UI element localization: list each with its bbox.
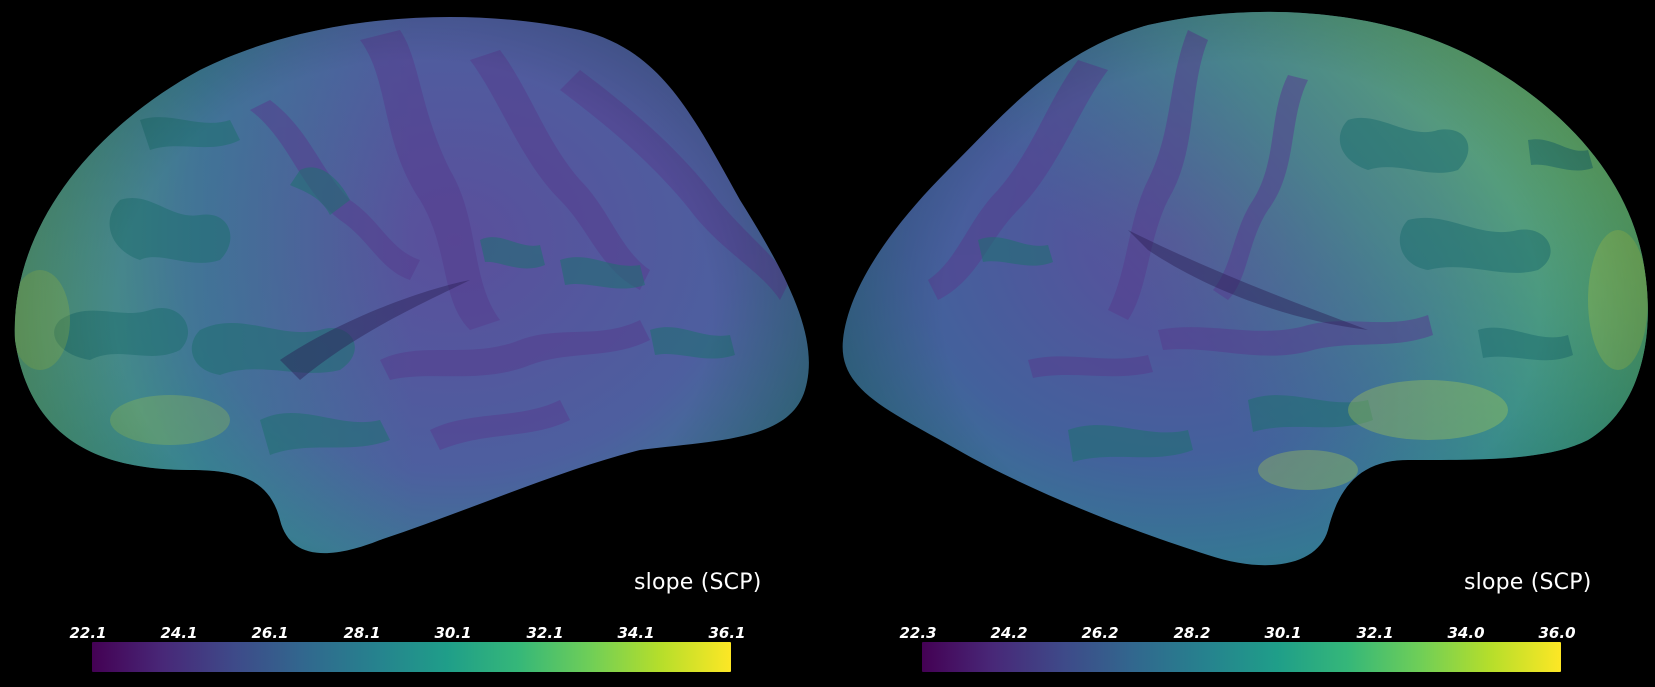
colorbar-tick: 32.1 <box>1356 624 1394 642</box>
metric-label: slope (SCP) <box>1464 570 1592 595</box>
colorbar-tick: 26.2 <box>1081 624 1119 642</box>
colorbar-ticks: 22.3 24.2 26.2 28.2 30.1 32.1 34.0 36.0 <box>899 624 1580 642</box>
left-hemisphere-panel: slope (SCP) 22.1 24.1 26.1 28.1 30.1 32.… <box>0 0 827 687</box>
colorbar-tick: 30.1 <box>434 624 472 642</box>
right-hemisphere-surface <box>842 11 1648 566</box>
colorbar-tick: 22.3 <box>899 624 937 642</box>
colorbar-tick: 36.1 <box>708 624 746 642</box>
colorbar-tick: 32.1 <box>526 624 564 642</box>
left-hemisphere-surface <box>14 17 809 554</box>
colorbar <box>922 642 1561 672</box>
colorbar-tick: 24.2 <box>990 624 1028 642</box>
metric-label: slope (SCP) <box>634 570 762 595</box>
colorbar-tick: 28.1 <box>343 624 381 642</box>
right-hemisphere-panel: slope (SCP) 22.3 24.2 26.2 28.2 30.1 32.… <box>828 0 1655 687</box>
colorbar-tick: 34.1 <box>617 624 655 642</box>
colorbar-ticks: 22.1 24.1 26.1 28.1 30.1 32.1 34.1 36.1 <box>69 624 750 642</box>
colorbar-tick: 24.1 <box>160 624 198 642</box>
colorbar-tick: 34.0 <box>1447 624 1485 642</box>
colorbar-tick: 22.1 <box>69 624 107 642</box>
colorbar-tick: 28.2 <box>1173 624 1211 642</box>
colorbar-tick: 36.0 <box>1538 624 1576 642</box>
colorbar-tick: 26.1 <box>251 624 289 642</box>
colorbar-tick: 30.1 <box>1264 624 1302 642</box>
colorbar <box>92 642 731 672</box>
